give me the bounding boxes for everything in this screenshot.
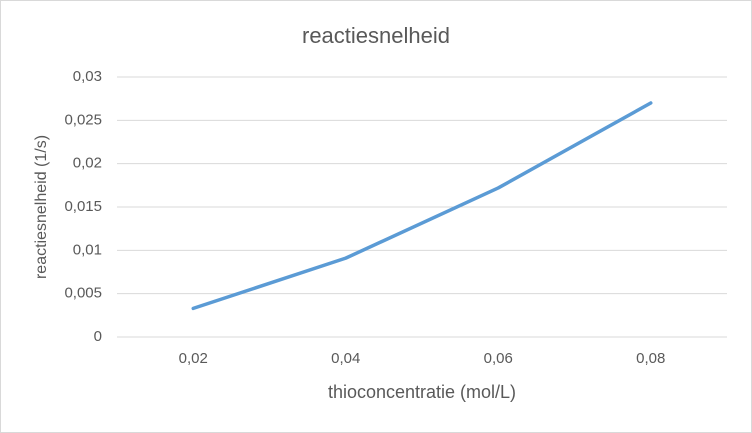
y-axis-label: reactiesnelheid (1/s) [33,135,50,279]
x-tick-label: 0,04 [331,350,360,367]
y-tick-label: 0,005 [64,285,102,302]
chart-title: reactiesnelheid [302,23,450,48]
data-line [191,101,653,311]
y-tick-label: 0,015 [64,198,102,215]
y-tick-label: 0,02 [73,155,102,172]
x-tick-label: 0,08 [636,350,665,367]
x-tick-label: 0,02 [179,350,208,367]
y-tick-label: 0,01 [73,241,102,258]
y-tick-label: 0 [94,328,102,345]
x-tick-label: 0,06 [484,350,513,367]
x-axis-label: thioconcentratie (mol/L) [328,382,516,402]
y-tick-label: 0,03 [73,68,102,85]
y-tick-label: 0,025 [64,111,102,128]
